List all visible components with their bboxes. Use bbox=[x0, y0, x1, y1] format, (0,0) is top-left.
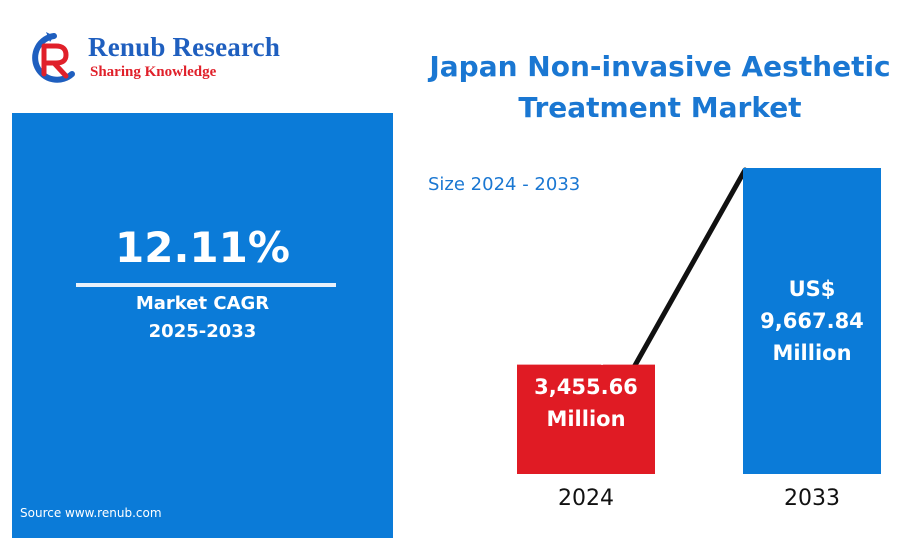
x-tick-2033: 2033 bbox=[784, 486, 840, 511]
data-label-2033-0: US$ bbox=[789, 277, 836, 301]
data-label-2024-2: Million bbox=[546, 407, 625, 431]
data-label-2024-0: US$ bbox=[563, 343, 610, 367]
data-label-2033-1: 9,667.84 bbox=[760, 309, 864, 333]
trend-connector-line bbox=[634, 170, 745, 367]
data-label-2024-1: 3,455.66 bbox=[534, 375, 638, 399]
x-tick-2024: 2024 bbox=[558, 486, 614, 511]
data-label-2033-2: Million bbox=[772, 341, 851, 365]
bar-chart: US$ 3,455.66 Million 2024 US$ 9,667.84 Million… bbox=[0, 0, 924, 552]
